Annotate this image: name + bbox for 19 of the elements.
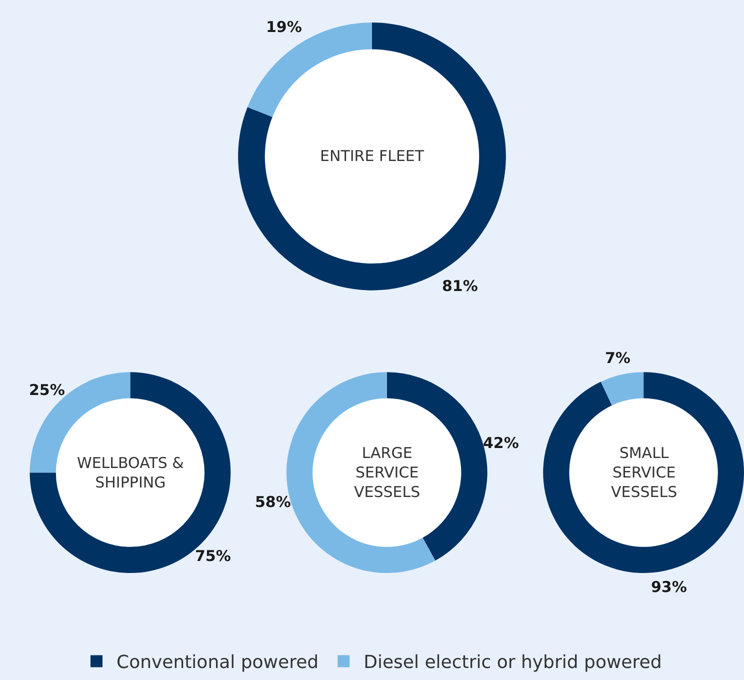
data-label: 58% bbox=[255, 493, 291, 511]
data-label: 93% bbox=[651, 578, 687, 596]
data-label: 75% bbox=[195, 547, 231, 565]
donut-slice bbox=[600, 372, 644, 406]
data-label: 19% bbox=[266, 18, 302, 36]
text: ENTIRE FLEET bbox=[320, 147, 425, 165]
data-label: 81% bbox=[442, 277, 478, 295]
donut-slice bbox=[30, 372, 231, 573]
data-label: 42% bbox=[483, 434, 519, 452]
legend-label: Diesel electric or hybrid powered bbox=[364, 652, 662, 674]
donut-slice bbox=[543, 372, 744, 574]
legend-label: Conventional powered bbox=[116, 652, 319, 674]
text: WELLBOATS & SHIPPING bbox=[77, 454, 184, 492]
donut-slice bbox=[247, 22, 372, 117]
donut-slice bbox=[238, 22, 506, 290]
text: LARGE SERVICE VESSELS bbox=[354, 444, 420, 501]
text: SMALL SERVICE VESSELS bbox=[611, 444, 678, 501]
data-label: 25% bbox=[29, 381, 65, 399]
data-label: 7% bbox=[605, 349, 630, 367]
